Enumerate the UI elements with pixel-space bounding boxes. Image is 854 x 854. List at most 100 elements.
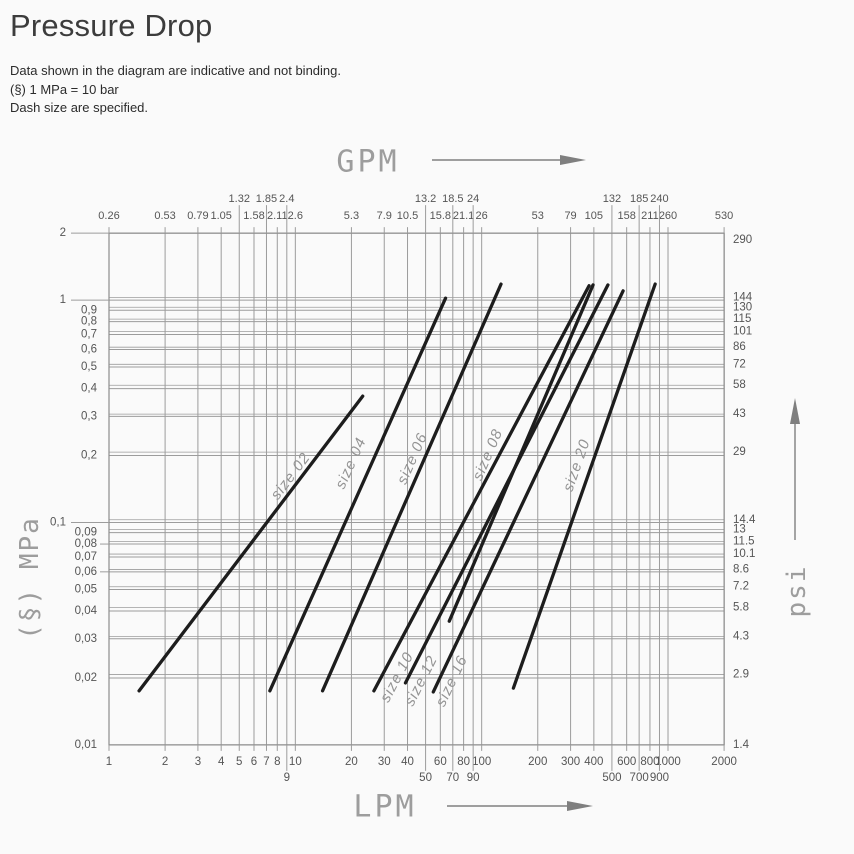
plot-border [108, 232, 725, 746]
lpm-tick-label: 1 [106, 756, 112, 768]
lpm-tick-label: 3 [195, 756, 201, 768]
note-unit-conversion: (§) 1 MPa = 10 bar [10, 81, 119, 97]
gpm-tick-label: 21.1 [453, 210, 474, 222]
gpm-tick-label-staggered: 240 [650, 193, 668, 205]
gpm-tick-label: 0.79 [187, 210, 208, 222]
gpm-tick-label: 0.26 [98, 210, 119, 222]
psi-tick-label: 101 [733, 326, 752, 338]
lpm-tick-label: 800 [640, 756, 659, 768]
mpa-tick-label: 0,3 [81, 410, 97, 422]
psi-tick-label: 10.1 [733, 548, 755, 560]
lpm-tick-label: 40 [401, 756, 414, 768]
mpa-tick-label: 0,1 [50, 517, 66, 529]
psi-tick-label: 72 [733, 358, 746, 370]
lpm-tick-label: 600 [617, 756, 636, 768]
lpm-tick-label-staggered: 9 [284, 772, 290, 784]
gpm-tick-label: 53 [532, 210, 544, 222]
gpm-tick-label: 2.6 [288, 210, 303, 222]
lpm-tick-label: 10 [289, 756, 302, 768]
lpm-axis-title: LPM [353, 790, 416, 825]
gpm-tick-label-staggered: 2.4 [279, 193, 294, 205]
note-indicative: Data shown in the diagram are indicative… [10, 63, 341, 78]
mpa-tick-label: 0,05 [75, 583, 97, 595]
lpm-tick-label: 1000 [655, 756, 681, 768]
lpm-tick-label: 6 [251, 756, 257, 768]
lpm-tick-label: 7 [263, 756, 269, 768]
lpm-tick-label: 5 [236, 756, 242, 768]
lpm-tick-label: 8 [274, 756, 280, 768]
gpm-arrow-head [560, 155, 586, 165]
psi-tick-label: 86 [733, 341, 746, 353]
psi-tick-label: 5.8 [733, 602, 749, 614]
lpm-tick-label: 400 [584, 756, 603, 768]
lpm-tick-label-staggered: 70 [446, 772, 459, 784]
mpa-tick-label: 0,01 [75, 739, 97, 751]
mpa-tick-label: 0,09 [75, 527, 97, 539]
mpa-tick-label: 0,06 [75, 566, 97, 578]
gpm-tick-label: 5.3 [344, 210, 359, 222]
psi-tick-label: 14.4 [733, 514, 756, 526]
mpa-tick-label: 0,5 [81, 361, 97, 373]
lpm-tick-label-staggered: 900 [650, 772, 669, 784]
psi-arrow-head [790, 398, 800, 424]
psi-tick-label: 130 [733, 301, 752, 313]
mpa-tick-label: 0,04 [75, 605, 98, 617]
psi-tick-label: 43 [733, 408, 746, 420]
lpm-tick-label: 300 [561, 756, 580, 768]
series-line-size-06 [320, 282, 503, 693]
lpm-tick-label: 100 [472, 756, 491, 768]
psi-tick-label: 58 [733, 379, 746, 391]
lpm-tick-label: 2 [162, 756, 168, 768]
psi-tick-label: 11.5 [733, 535, 755, 547]
chart-header: Pressure Drop Data shown in the diagram … [10, 8, 341, 118]
lpm-tick-label: 2000 [711, 756, 737, 768]
series-line-size-12 [403, 283, 610, 685]
note-dash-size: Dash size are specified. [10, 100, 149, 115]
gpm-tick-label: 260 [659, 210, 677, 222]
psi-tick-label: 13 [733, 524, 746, 536]
psi-tick-label: 4.3 [733, 631, 749, 643]
lpm-tick-label-staggered: 50 [419, 772, 432, 784]
lpm-tick-label: 200 [528, 756, 547, 768]
psi-tick-label: 29 [733, 446, 746, 458]
gpm-tick-label: 26 [476, 210, 488, 222]
psi-tick-label: 144 [733, 291, 753, 303]
gpm-tick-label: 10.5 [397, 210, 418, 222]
gpm-tick-label-staggered: 24 [467, 193, 479, 205]
gpm-tick-label: 105 [585, 210, 603, 222]
psi-tick-label: 115 [733, 313, 751, 325]
lpm-tick-label: 60 [434, 756, 447, 768]
mpa-tick-label: 0,03 [75, 633, 97, 645]
psi-tick-label: 1.4 [733, 739, 750, 751]
lpm-tick-label: 30 [378, 756, 391, 768]
gpm-tick-label: 530 [715, 210, 733, 222]
series-line-size-16 [431, 289, 625, 694]
gpm-tick-label: 158 [617, 210, 635, 222]
mpa-axis-title: (§) MPa [15, 516, 45, 640]
series-label-size-02: size 02 [267, 449, 314, 503]
series-line-size-04 [268, 296, 448, 693]
gpm-tick-label-staggered: 1.85 [256, 193, 277, 205]
gpm-tick-label: 15.8 [430, 210, 451, 222]
mpa-tick-label: 0,6 [81, 343, 97, 355]
psi-tick-label: 7.2 [733, 581, 749, 593]
lpm-tick-label-staggered: 90 [467, 772, 480, 784]
gpm-tick-label: 211 [641, 210, 659, 222]
lpm-tick-label: 80 [457, 756, 470, 768]
gpm-axis-title: GPM [336, 145, 399, 180]
series-label-size-20: size 20 [560, 437, 594, 494]
mpa-tick-label: 0,7 [81, 329, 97, 341]
mpa-tick-label: 0,8 [81, 316, 97, 328]
mpa-tick-label: 0,4 [81, 383, 98, 395]
psi-axis-title: psi [782, 565, 812, 618]
lpm-tick-label-staggered: 500 [602, 772, 621, 784]
series-line-size-10 [372, 284, 591, 693]
lpm-arrow-head [567, 801, 593, 811]
psi-tick-label: 2.9 [733, 669, 749, 681]
mpa-tick-label: 0,02 [75, 672, 97, 684]
psi-tick-label: 290 [733, 234, 752, 246]
mpa-tick-label: 0,07 [75, 551, 97, 563]
gpm-tick-label-staggered: 132 [603, 193, 621, 205]
gpm-tick-label-staggered: 13.2 [415, 193, 436, 205]
